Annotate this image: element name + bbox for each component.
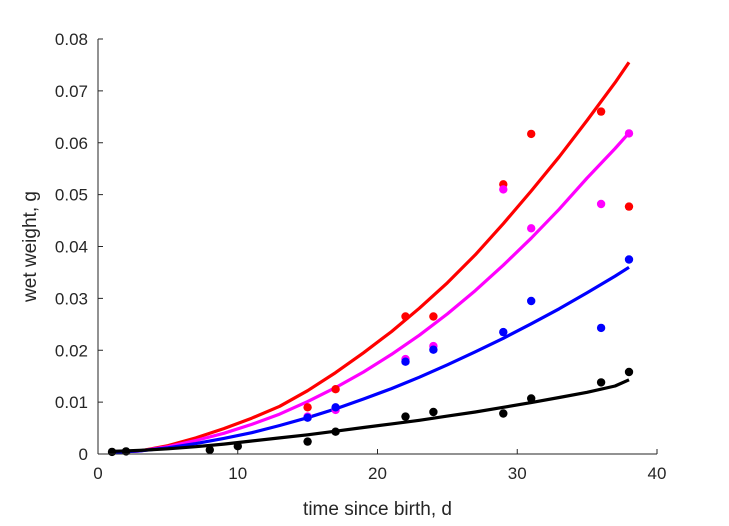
fit-lines — [111, 61, 631, 454]
data-point-series-4 — [624, 367, 634, 377]
y-tick-label: 0.03 — [55, 289, 88, 308]
data-point-series-1 — [527, 129, 536, 139]
x-tick-label: 10 — [228, 464, 247, 483]
data-point-series-4 — [527, 394, 536, 403]
data-point-series-2 — [624, 129, 634, 138]
data-point-series-4 — [303, 437, 312, 446]
y-tick-label: 0.06 — [55, 134, 88, 153]
data-point-series-2 — [499, 185, 508, 194]
data-point-series-4 — [429, 407, 438, 417]
data-points — [107, 107, 634, 457]
data-point-series-3 — [499, 327, 508, 337]
y-tick-label: 0 — [79, 445, 88, 464]
y-tick-label: 0.04 — [55, 238, 88, 257]
data-point-series-1 — [596, 107, 606, 116]
data-point-series-1 — [331, 385, 340, 394]
data-point-series-4 — [499, 409, 508, 418]
data-point-series-4 — [205, 445, 214, 455]
data-point-series-4 — [107, 447, 117, 457]
data-point-series-3 — [596, 323, 606, 333]
data-point-series-1 — [303, 403, 312, 412]
data-point-series-3 — [624, 255, 634, 264]
data-point-series-2 — [596, 199, 606, 209]
fit-line-series-3 — [111, 265, 630, 454]
data-point-series-3 — [527, 296, 536, 306]
data-point-series-4 — [233, 442, 242, 451]
x-tick-label: 20 — [368, 464, 387, 483]
data-point-series-3 — [331, 403, 340, 412]
fit-line-series-2 — [111, 131, 631, 454]
data-point-series-4 — [121, 447, 131, 456]
x-tick-label: 0 — [93, 464, 102, 483]
y-tick-label: 0.08 — [55, 30, 88, 49]
data-point-series-1 — [624, 202, 634, 211]
y-tick-label: 0.02 — [55, 341, 88, 360]
y-axis-ticks: 0 0.01 0.02 0.03 0.04 0.05 0.06 0.07 0.08 — [55, 30, 103, 464]
data-point-series-3 — [401, 357, 410, 366]
data-point-series-1 — [429, 312, 438, 321]
fit-line-series-4 — [111, 378, 630, 453]
data-point-series-3 — [303, 413, 312, 422]
x-tick-label: 30 — [508, 464, 527, 483]
y-tick-label: 0.07 — [55, 82, 88, 101]
data-point-series-4 — [596, 378, 606, 387]
data-point-series-4 — [401, 412, 410, 421]
data-point-series-4 — [331, 427, 340, 436]
y-tick-label: 0.05 — [55, 186, 88, 205]
data-point-series-2 — [527, 224, 536, 233]
x-axis-ticks: 0 10 20 30 40 — [93, 449, 666, 483]
y-axis-label: wet weight, g — [20, 191, 41, 303]
data-point-series-3 — [429, 345, 438, 354]
data-point-series-1 — [401, 312, 410, 321]
x-tick-label: 40 — [648, 464, 667, 483]
x-axis-label: time since birth, d — [303, 499, 452, 520]
y-tick-label: 0.01 — [55, 393, 88, 412]
fit-line-series-1 — [111, 61, 631, 454]
